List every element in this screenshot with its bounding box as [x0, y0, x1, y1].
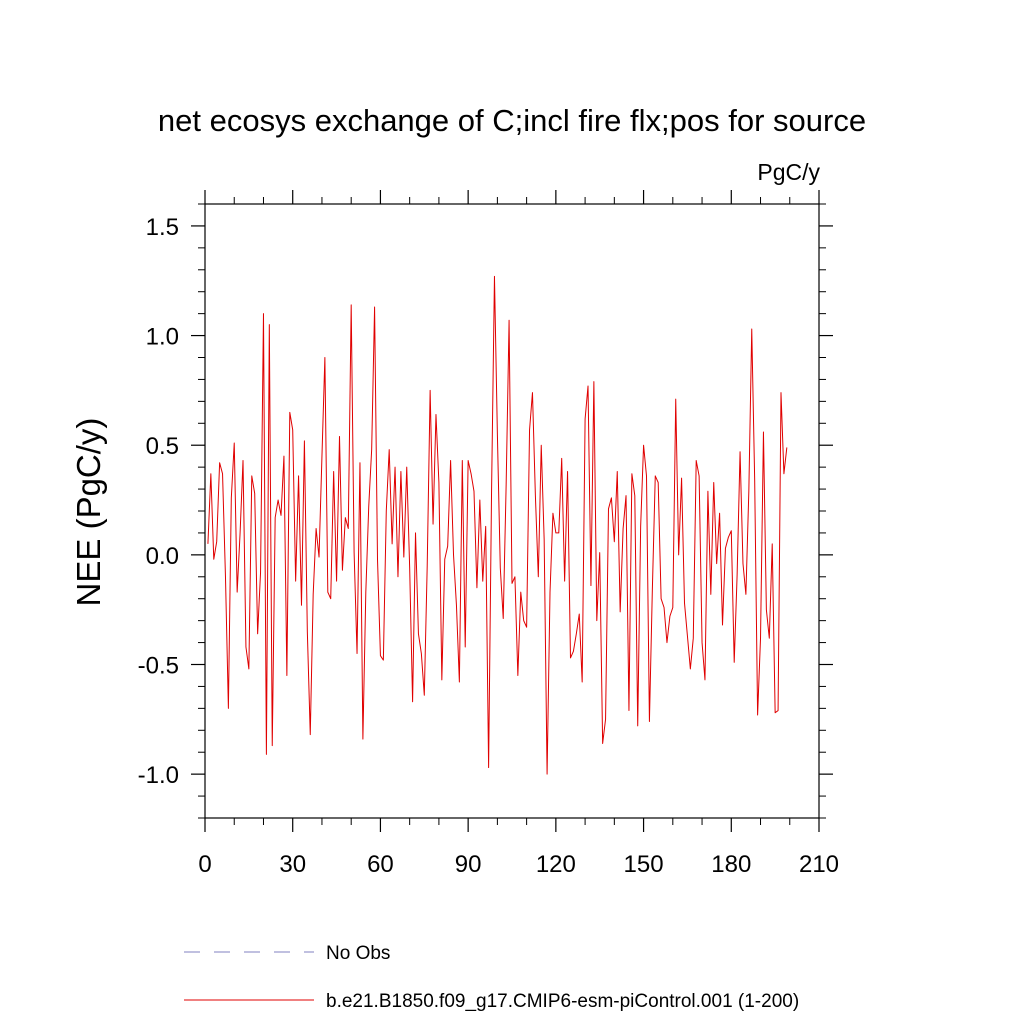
legend-label: b.e21.B1850.f09_g17.CMIP6-esm-piControl.… — [326, 991, 799, 1012]
units-label: PgC/y — [757, 159, 820, 185]
x-tick-label: 210 — [799, 851, 839, 878]
y-tick-label: 0.0 — [146, 543, 179, 570]
x-tick-label: 90 — [455, 851, 482, 878]
y-tick-label: -1.0 — [138, 762, 179, 789]
y-tick-label: 1.0 — [146, 324, 179, 351]
y-tick-label: 1.5 — [146, 214, 179, 241]
x-tick-label: 30 — [279, 851, 306, 878]
series-line — [207, 275, 788, 775]
y-tick-label: -0.5 — [138, 653, 179, 680]
plot-area: 0 30 60 90 120 150 180 210 -1.0 -0.5 0.0 0.5 1.0 1.5 — [138, 190, 839, 878]
x-tick-label: 120 — [536, 851, 576, 878]
x-tick-label: 150 — [624, 851, 664, 878]
chart-title: net ecosys exchange of C;incl fire flx;p… — [158, 103, 866, 138]
legend: No Obs b.e21.B1850.f09_g17.CMIP6-esm-piCo… — [184, 943, 799, 1012]
legend-label: No Obs — [326, 943, 390, 964]
y-axis-label: NEE (PgC/y) — [70, 418, 107, 607]
x-tick-label: 0 — [198, 851, 211, 878]
x-tick-label: 180 — [711, 851, 751, 878]
y-tick-label: 0.5 — [146, 433, 179, 460]
x-tick-label: 60 — [367, 851, 394, 878]
